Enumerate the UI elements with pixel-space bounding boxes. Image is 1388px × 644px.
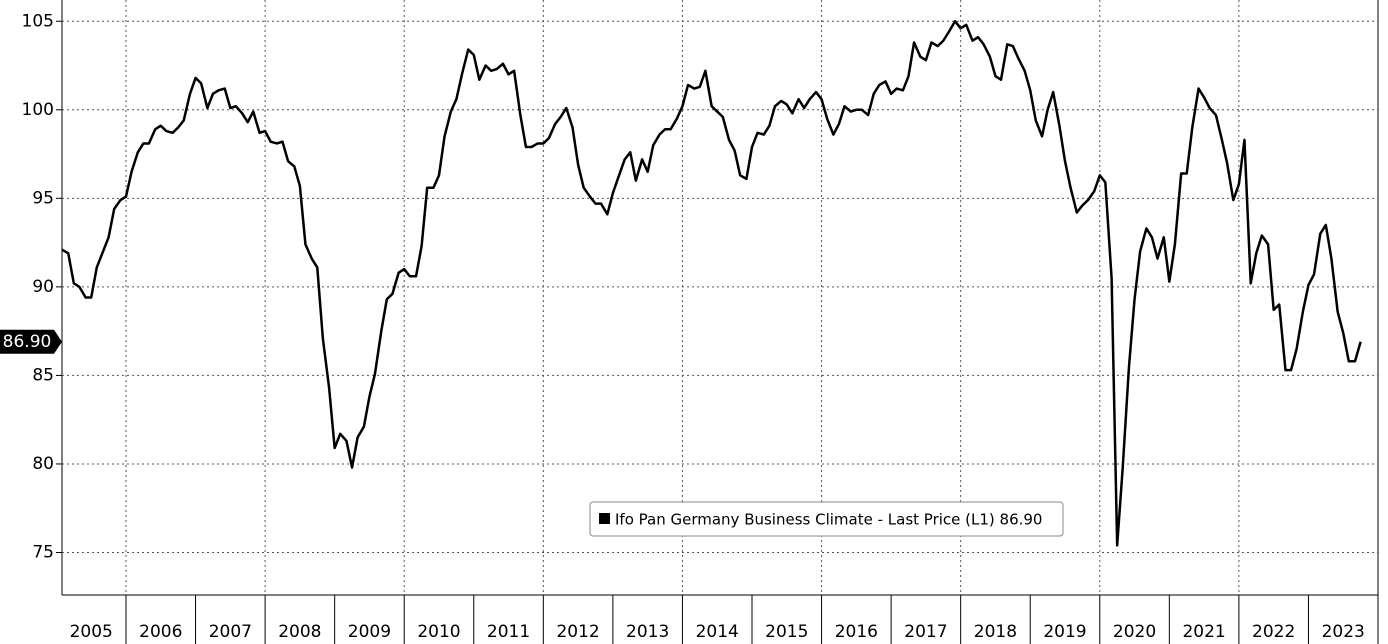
- x-tick-label: 2020: [1113, 622, 1156, 642]
- y-tick-label: 80: [32, 454, 54, 474]
- x-tick-label: 2014: [696, 622, 739, 642]
- y-tick-label: 85: [32, 365, 54, 385]
- y-tick-label: 95: [32, 188, 54, 208]
- x-tick-label: 2005: [70, 622, 113, 642]
- x-tick-label: 2012: [556, 622, 599, 642]
- x-tick-label: 2018: [974, 622, 1017, 642]
- x-tick-label: 2010: [417, 622, 460, 642]
- x-tick-label: 2013: [626, 622, 669, 642]
- x-tick-label: 2009: [348, 622, 391, 642]
- y-tick-label: 100: [22, 100, 54, 120]
- x-tick-label: 2022: [1252, 622, 1295, 642]
- x-tick-label: 2023: [1322, 622, 1365, 642]
- x-tick-label: 2008: [278, 622, 321, 642]
- last-value-label: 86.90: [3, 332, 52, 352]
- x-tick-label: 2007: [209, 622, 252, 642]
- x-tick-label: 2006: [139, 622, 182, 642]
- x-tick-label: 2011: [487, 622, 530, 642]
- x-tick-label: 2017: [904, 622, 947, 642]
- last-value-tag: [0, 329, 62, 354]
- x-tick-label: 2016: [835, 622, 878, 642]
- y-tick-label: 90: [32, 277, 54, 297]
- y-tick-label: 75: [32, 543, 54, 563]
- series-line: [61, 20, 1362, 547]
- legend-box: [589, 501, 1064, 537]
- legend-label: Ifo Pan Germany Business Climate - Last …: [615, 511, 1042, 529]
- x-tick-label: 2019: [1043, 622, 1086, 642]
- x-tick-label: 2015: [765, 622, 808, 642]
- x-tick-label: 2021: [1182, 622, 1225, 642]
- y-tick-label: 105: [22, 11, 54, 31]
- legend-swatch: [599, 513, 610, 524]
